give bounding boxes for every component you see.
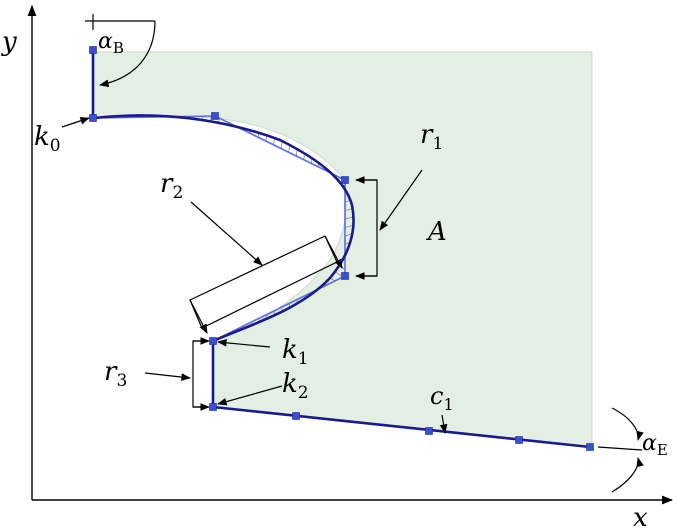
node-p2: [341, 176, 349, 184]
main-curve: [92, 114, 355, 343]
r2-label: r2: [160, 169, 183, 203]
alpha-e-marker: [597, 407, 644, 493]
bottom-line-c1: [212, 405, 591, 449]
r3-label: r3: [104, 357, 127, 391]
r2-bracket: [189, 201, 343, 334]
k1-label: k1: [282, 335, 309, 369]
r1-bracket: [355, 169, 423, 280]
node-b2: [425, 427, 433, 435]
k0-arrow: [61, 117, 90, 128]
r3-bracket: [144, 337, 210, 411]
control-nodes: [89, 46, 594, 451]
alpha-b-marker: [85, 14, 156, 88]
node-top: [89, 46, 97, 54]
alpha-b-label: αB: [98, 29, 124, 57]
node-p1: [211, 112, 219, 120]
k0-label: k0: [34, 122, 61, 156]
node-k2: [209, 403, 217, 411]
x-axis-label: x: [633, 503, 648, 528]
k2-label: k2: [282, 369, 309, 403]
k2-arrow: [217, 385, 283, 406]
hatch-line: [344, 224, 354, 228]
alpha-e-label: αE: [642, 431, 668, 459]
node-b1: [292, 412, 300, 420]
k1-arrow: [217, 339, 271, 348]
node-p3: [341, 272, 349, 280]
region-a-label: A: [426, 217, 447, 247]
y-axis-label: y: [1, 27, 17, 57]
hatch-line: [344, 208, 353, 211]
node-b3: [515, 436, 523, 444]
hatch-line: [344, 216, 354, 220]
c1-arrow: [439, 414, 448, 434]
node-k0: [89, 114, 97, 122]
node-k1: [209, 337, 217, 345]
node-end: [586, 443, 594, 451]
region-a: [92, 51, 593, 448]
c1-label: c1: [430, 382, 454, 414]
r1-label: r1: [420, 120, 443, 154]
